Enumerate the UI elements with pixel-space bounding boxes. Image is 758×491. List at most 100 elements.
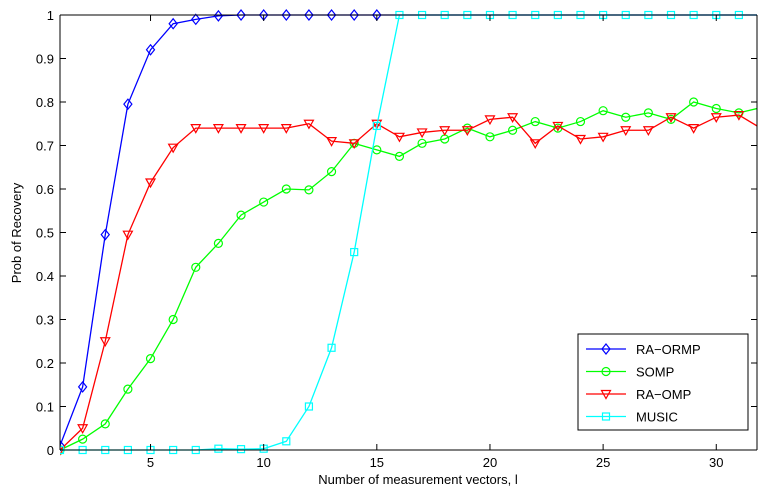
data-point-somp bbox=[259, 197, 269, 207]
data-point-somp bbox=[689, 97, 699, 107]
legend-marker-music bbox=[601, 412, 611, 421]
data-point-somp bbox=[191, 262, 201, 272]
y-tick-label: 0.2 bbox=[36, 356, 54, 371]
data-point-somp bbox=[78, 434, 88, 444]
data-point-ra-omp bbox=[122, 230, 134, 241]
data-point-ra-omp bbox=[167, 143, 179, 154]
data-point-ra-ormp bbox=[326, 9, 337, 21]
data-point-somp bbox=[100, 419, 110, 429]
data-point-ra-omp bbox=[371, 119, 383, 130]
x-tick-label: 25 bbox=[596, 455, 610, 470]
data-point-ra-omp bbox=[393, 132, 405, 143]
x-tick-label: 15 bbox=[370, 455, 384, 470]
y-tick-label: 0.3 bbox=[36, 313, 54, 328]
data-point-ra-omp bbox=[665, 113, 677, 123]
data-point-somp bbox=[394, 151, 405, 161]
data-point-ra-omp bbox=[190, 123, 202, 134]
data-point-ra-ormp bbox=[281, 9, 292, 21]
data-point-somp bbox=[643, 108, 653, 118]
data-point-ra-ormp bbox=[236, 9, 246, 21]
data-point-somp bbox=[417, 138, 427, 148]
data-point-music bbox=[282, 437, 291, 446]
data-point-music bbox=[327, 343, 336, 352]
data-point-ra-omp bbox=[597, 132, 609, 143]
legend-label-ra-ormp: RA−ORMP bbox=[636, 342, 701, 357]
data-point-ra-omp bbox=[326, 137, 338, 147]
data-point-somp bbox=[304, 185, 314, 195]
y-tick-label: 0.7 bbox=[36, 139, 54, 154]
data-point-ra-ormp bbox=[123, 98, 133, 111]
data-point-ra-ormp bbox=[100, 228, 111, 241]
y-axis-label: Prob of Recovery bbox=[9, 182, 24, 283]
y-tick-label: 0.9 bbox=[36, 52, 54, 67]
data-point-ra-omp bbox=[303, 119, 315, 130]
data-point-ra-omp bbox=[144, 178, 157, 189]
y-tick-label: 1 bbox=[47, 8, 54, 23]
data-point-ra-omp bbox=[416, 128, 428, 139]
data-point-ra-omp bbox=[439, 126, 451, 136]
data-point-ra-omp bbox=[642, 126, 654, 136]
legend: RA−ORMP SOMP RA−OMP MUSIC bbox=[577, 333, 749, 431]
data-point-ra-ormp bbox=[191, 13, 201, 26]
data-point-ra-omp bbox=[620, 126, 632, 136]
data-point-ra-omp bbox=[529, 139, 541, 150]
data-point-music bbox=[372, 121, 381, 131]
y-tick-label: 0.6 bbox=[36, 182, 54, 197]
data-point-ra-omp bbox=[733, 110, 745, 121]
x-tick-label: 30 bbox=[709, 455, 723, 470]
y-tick-label: 0.4 bbox=[36, 269, 54, 284]
data-point-ra-ormp bbox=[77, 380, 88, 393]
y-tick-label: 0 bbox=[47, 443, 54, 458]
legend-marker-ra-omp bbox=[600, 389, 612, 400]
x-tick-label: 20 bbox=[483, 455, 497, 470]
data-point-somp bbox=[621, 112, 631, 122]
data-point-ra-omp bbox=[552, 121, 564, 132]
legend-box bbox=[577, 333, 749, 431]
data-point-ra-omp bbox=[574, 134, 587, 145]
data-point-somp bbox=[530, 116, 540, 127]
data-point-somp bbox=[507, 125, 518, 135]
data-point-somp bbox=[711, 103, 721, 114]
data-point-ra-omp bbox=[77, 424, 89, 434]
data-point-ra-omp bbox=[507, 113, 519, 123]
legend-label-somp: SOMP bbox=[636, 365, 674, 380]
data-point-ra-ormp bbox=[213, 9, 224, 22]
data-point-ra-ormp bbox=[304, 9, 314, 21]
legend-label-ra-omp: RA−OMP bbox=[636, 387, 691, 402]
data-point-ra-ormp bbox=[145, 43, 156, 56]
data-point-somp bbox=[168, 314, 178, 325]
legend-marker-ra-ormp bbox=[601, 343, 611, 355]
data-point-somp bbox=[236, 210, 246, 220]
data-point-ra-ormp bbox=[60, 439, 65, 452]
data-point-somp bbox=[326, 167, 337, 177]
data-point-ra-omp bbox=[235, 123, 247, 134]
data-point-somp bbox=[123, 384, 133, 394]
data-point-music bbox=[214, 444, 223, 453]
data-point-somp bbox=[281, 184, 291, 194]
data-point-somp bbox=[598, 106, 608, 116]
data-point-ra-omp bbox=[688, 123, 700, 134]
x-tick-label: 5 bbox=[147, 455, 154, 470]
data-point-somp bbox=[145, 354, 156, 364]
data-point-music bbox=[236, 445, 246, 454]
data-point-ra-omp bbox=[710, 113, 722, 123]
data-point-ra-omp bbox=[258, 123, 270, 134]
y-tick-label: 0.1 bbox=[36, 400, 54, 415]
data-point-ra-ormp bbox=[168, 17, 178, 30]
data-point-ra-omp bbox=[280, 123, 292, 134]
x-tick-label: 10 bbox=[256, 455, 270, 470]
data-point-ra-ormp bbox=[349, 9, 359, 21]
data-point-music bbox=[350, 247, 359, 257]
data-point-somp bbox=[213, 238, 224, 248]
x-axis-label: Number of measurement vectors, l bbox=[318, 472, 518, 487]
data-point-ra-omp bbox=[99, 337, 111, 347]
data-point-somp bbox=[575, 116, 586, 127]
legend-label-music: MUSIC bbox=[636, 410, 678, 425]
data-point-ra-omp bbox=[484, 115, 496, 126]
data-point-ra-omp bbox=[461, 126, 473, 136]
axes: 5 10 15 20 25 30 0 0.1 0.2 0.3 0.4 0.5 0.6 0.7 0.8 0.9 1 bbox=[36, 8, 758, 470]
legend-marker-somp bbox=[601, 366, 611, 377]
data-point-ra-omp bbox=[212, 123, 224, 134]
data-point-somp bbox=[485, 132, 495, 142]
